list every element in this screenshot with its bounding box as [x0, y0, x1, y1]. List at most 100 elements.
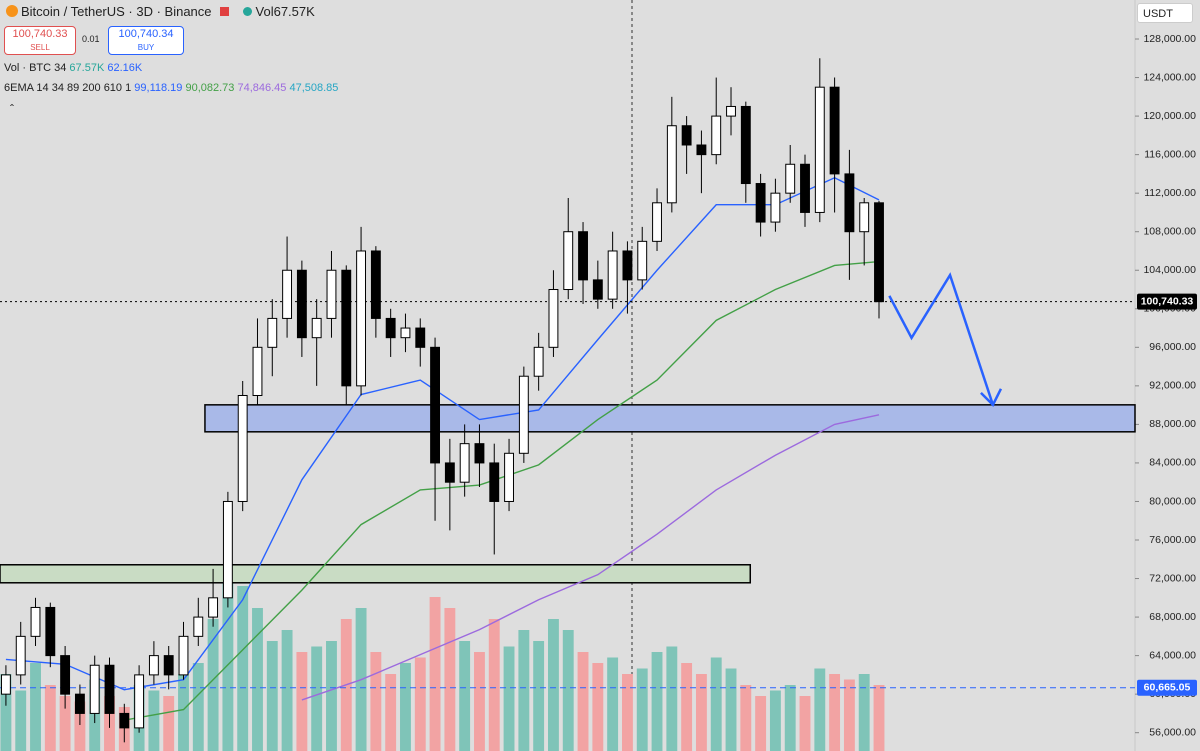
ema-value: 90,082.73 [185, 82, 235, 94]
volume-bar [74, 701, 86, 751]
volume-bar [400, 663, 411, 751]
candle-body [296, 269, 307, 339]
candle-body [474, 443, 485, 464]
zone [204, 404, 1136, 433]
zone [0, 564, 752, 584]
candle-body [104, 664, 115, 714]
buy-label: BUY [137, 43, 155, 52]
candle-body [415, 327, 426, 348]
volume-bar [769, 690, 781, 751]
volume-bar [44, 685, 56, 751]
candle-body [578, 231, 588, 281]
candle-body [844, 173, 855, 233]
candle-body [829, 86, 840, 175]
currency-select[interactable]: USDT [1137, 3, 1193, 23]
volume-bar [725, 668, 737, 751]
volume-bar [163, 696, 175, 751]
y-tick-label: 72,000.00 [1149, 572, 1196, 584]
collapse-toggle[interactable]: ˆ [10, 102, 14, 116]
volume-bar [178, 674, 189, 751]
y-tick-label: 96,000.00 [1149, 341, 1196, 353]
sell-label: SELL [30, 43, 50, 52]
candle-body [592, 279, 603, 300]
volume-bar [30, 663, 41, 751]
arrow-head [980, 388, 1003, 407]
volume-bar [651, 652, 663, 751]
candle-body [252, 346, 263, 396]
candle-body [282, 269, 293, 319]
candle-body [267, 317, 278, 348]
candle-body [400, 327, 411, 339]
candle-body [637, 240, 648, 281]
candle-body [60, 655, 71, 695]
sell-price: 100,740.33 [12, 28, 68, 40]
spread: 0.01 [82, 34, 100, 44]
candle-body [548, 289, 559, 348]
y-tick-label: 108,000.00 [1143, 225, 1196, 237]
volume-bar [858, 674, 870, 751]
symbol: Bitcoin / TetherUS · 3D · Binance [21, 4, 212, 19]
volume-bar [252, 608, 263, 751]
volume-bar [0, 674, 12, 751]
volume-bar [311, 646, 323, 751]
volume-bar [814, 668, 826, 751]
candle-body [45, 606, 56, 657]
candle-body [74, 693, 85, 714]
volume-bar [266, 641, 278, 751]
volume-bar [518, 630, 530, 751]
volume-bar [577, 652, 589, 751]
volume-bar [740, 685, 752, 751]
volume-bar [222, 564, 234, 751]
candle-body [370, 250, 381, 319]
y-tick-label: 116,000.00 [1144, 148, 1196, 160]
candle-body [341, 269, 352, 387]
buy-button[interactable]: 100,740.34 BUY [108, 26, 184, 55]
ema-legend: 6EMA 14 34 89 200 610 1 99,118.19 90,082… [4, 82, 338, 94]
volume-bar [192, 663, 204, 751]
candle-body [740, 105, 751, 185]
volume-bar [681, 663, 693, 751]
candle-body [30, 606, 41, 637]
symbol-title[interactable]: Bitcoin / TetherUS · 3D · Binance Vol67.5… [6, 4, 315, 19]
volume-bar [607, 657, 619, 751]
candle-body [874, 202, 884, 303]
candle-body [814, 86, 825, 213]
candle-body [518, 375, 529, 454]
price-label-box [1137, 679, 1197, 696]
y-tick-label: 80,000.00 [1149, 495, 1196, 507]
candle-body [148, 655, 159, 676]
candle-body [385, 317, 396, 339]
ema-value: 74,846.45 [237, 82, 287, 94]
volume-bar [695, 674, 707, 751]
candle-body [726, 105, 736, 117]
volume-bar [784, 685, 796, 751]
volume-bar [873, 685, 885, 751]
candle-body [859, 202, 870, 233]
volume-bar [326, 641, 337, 751]
candle-body [0, 674, 11, 695]
candle-body [666, 125, 677, 204]
volume-bar [533, 641, 545, 751]
projection-arrow [888, 272, 995, 406]
price-label: 100,740.33 [1141, 295, 1194, 307]
candle-body [134, 674, 145, 729]
volume-bar [488, 619, 500, 751]
candle-body [459, 443, 470, 483]
candle-body [237, 394, 248, 502]
candle-body [652, 202, 662, 242]
volume-bar [237, 586, 249, 751]
sell-button[interactable]: 100,740.33 SELL [4, 26, 76, 55]
ema-line [301, 414, 880, 701]
candle-body [681, 125, 692, 146]
volume-ma-value: 62.16K [107, 62, 143, 74]
volume-badge: Vol67.57K [255, 4, 315, 19]
y-tick-label: 88,000.00 [1149, 418, 1196, 430]
candle-body [444, 462, 455, 483]
volume-bar [148, 690, 160, 751]
y-tick-label: 124,000.00 [1143, 71, 1196, 83]
y-tick-label: 104,000.00 [1143, 264, 1196, 276]
volume-bar [59, 696, 71, 751]
candle-body [430, 346, 440, 464]
candle-body [800, 163, 810, 213]
